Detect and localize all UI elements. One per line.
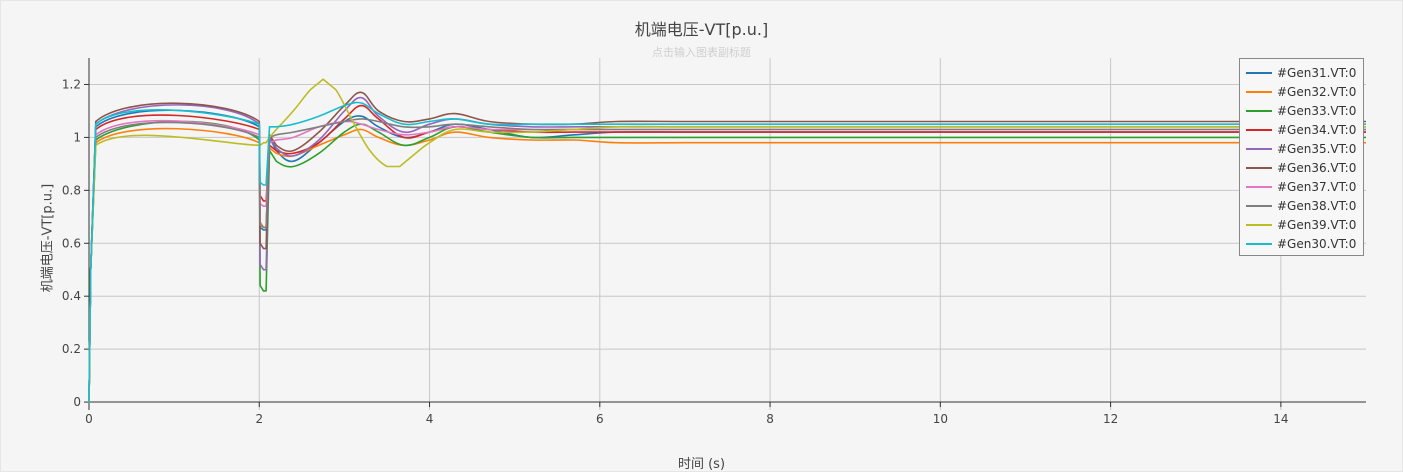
x-tick-label: 0 bbox=[85, 412, 93, 426]
y-tick-label: 0.4 bbox=[62, 289, 81, 303]
legend: #Gen31.VT:0 #Gen32.VT:0 #Gen33.VT:0 #Gen34.… bbox=[1239, 58, 1364, 256]
x-axis-label: 时间 (s) bbox=[677, 457, 726, 472]
x-tick-label: 4 bbox=[426, 412, 434, 426]
x-tick-label: 12 bbox=[1103, 412, 1118, 426]
legend-swatch bbox=[1246, 128, 1272, 131]
legend-item[interactable]: #Gen33.VT:0 bbox=[1246, 101, 1363, 120]
x-tick-label: 2 bbox=[255, 412, 263, 426]
legend-item[interactable]: #Gen36.VT:0 bbox=[1246, 158, 1363, 177]
y-tick-label: 0 bbox=[73, 395, 81, 409]
legend-swatch bbox=[1246, 223, 1272, 226]
series-line-3 bbox=[88, 120, 1366, 403]
chart-subtitle[interactable]: 点击输入图表副标题 bbox=[652, 46, 751, 59]
series-line-6 bbox=[88, 91, 1366, 403]
y-axis-label: 机端电压-VT[p.u.] bbox=[40, 183, 56, 293]
legend-swatch bbox=[1246, 71, 1272, 74]
y-tick-label: 0.8 bbox=[62, 183, 81, 197]
legend-item[interactable]: #Gen35.VT:0 bbox=[1246, 139, 1363, 158]
y-tick-label: 1.2 bbox=[62, 77, 81, 91]
series-line-10 bbox=[88, 101, 1366, 403]
legend-label: #Gen37.VT:0 bbox=[1277, 179, 1357, 194]
legend-item[interactable]: #Gen34.VT:0 bbox=[1246, 120, 1363, 139]
y-tick-label: 1 bbox=[73, 130, 81, 144]
series-line-4 bbox=[88, 104, 1366, 403]
legend-label: #Gen35.VT:0 bbox=[1277, 141, 1357, 156]
x-tick-label: 14 bbox=[1273, 412, 1288, 426]
legend-label: #Gen34.VT:0 bbox=[1277, 122, 1357, 137]
legend-swatch bbox=[1246, 185, 1272, 188]
legend-item[interactable]: #Gen32.VT:0 bbox=[1246, 82, 1363, 101]
legend-item[interactable]: #Gen37.VT:0 bbox=[1246, 177, 1363, 196]
legend-label: #Gen36.VT:0 bbox=[1277, 160, 1357, 175]
chart-title: 机端电压-VT[p.u.] bbox=[634, 20, 769, 39]
legend-label: #Gen30.VT:0 bbox=[1277, 236, 1357, 251]
legend-swatch bbox=[1246, 204, 1272, 207]
legend-label: #Gen31.VT:0 bbox=[1277, 65, 1357, 80]
y-tick-label: 0.2 bbox=[62, 342, 81, 356]
legend-label: #Gen33.VT:0 bbox=[1277, 103, 1357, 118]
x-tick-label: 6 bbox=[596, 412, 604, 426]
legend-swatch bbox=[1246, 147, 1272, 150]
legend-item[interactable]: #Gen39.VT:0 bbox=[1246, 215, 1363, 234]
y-tick-label: 0.6 bbox=[62, 236, 81, 250]
legend-swatch bbox=[1246, 242, 1272, 245]
x-tick-label: 8 bbox=[766, 412, 774, 426]
legend-label: #Gen32.VT:0 bbox=[1277, 84, 1357, 99]
legend-label: #Gen39.VT:0 bbox=[1277, 217, 1357, 232]
series-line-8 bbox=[88, 118, 1366, 403]
series-line-7 bbox=[88, 119, 1366, 403]
legend-item[interactable]: #Gen38.VT:0 bbox=[1246, 196, 1363, 215]
legend-label: #Gen38.VT:0 bbox=[1277, 198, 1357, 213]
legend-item[interactable]: #Gen31.VT:0 bbox=[1246, 63, 1363, 82]
legend-item[interactable]: #Gen30.VT:0 bbox=[1246, 234, 1363, 253]
legend-swatch bbox=[1246, 109, 1272, 112]
series-line-2 bbox=[88, 127, 1366, 403]
legend-swatch bbox=[1246, 90, 1272, 93]
series-line-9 bbox=[88, 78, 1366, 403]
legend-swatch bbox=[1246, 166, 1272, 169]
x-tick-label: 10 bbox=[933, 412, 948, 426]
